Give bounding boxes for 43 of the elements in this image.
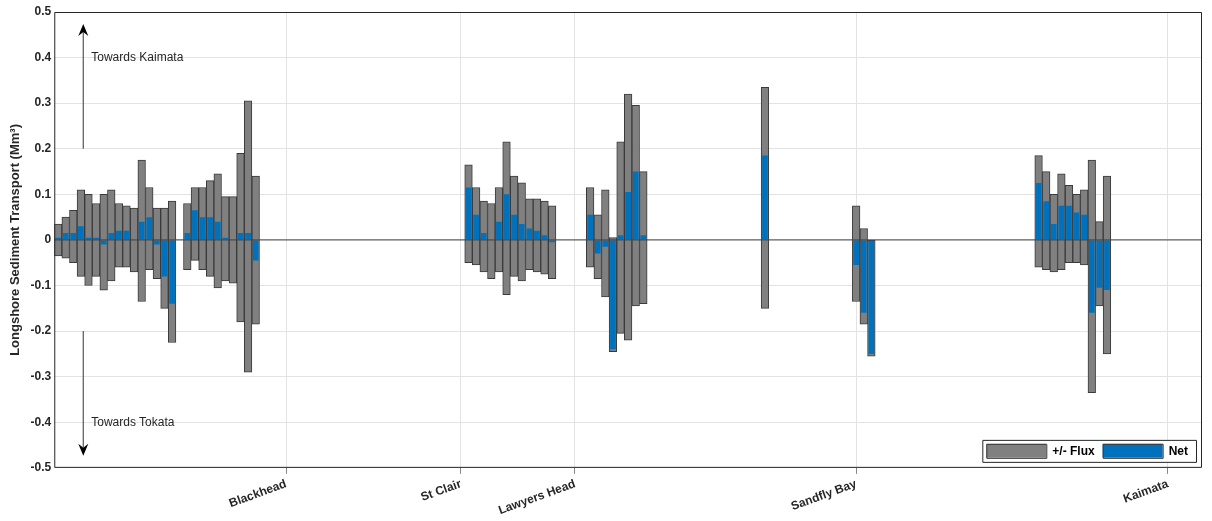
bar [853, 240, 860, 266]
bar [587, 214, 593, 240]
bar [108, 233, 115, 240]
bar [1104, 240, 1110, 291]
legend-label: Net [1168, 444, 1189, 459]
bar [534, 230, 540, 240]
y-tick-label: 0 [44, 232, 52, 247]
bar [1088, 240, 1095, 313]
y-tick-label: 0.5 [34, 4, 52, 19]
bar [116, 230, 122, 240]
bar [860, 240, 867, 313]
x-tick-label: Sandfly Bay [788, 476, 859, 514]
bar [1043, 201, 1050, 240]
y-tick-label: 0.3 [34, 95, 52, 110]
bar [496, 221, 502, 240]
bar [184, 233, 191, 240]
bar [169, 240, 175, 304]
y-tick-label: 0.2 [34, 141, 52, 156]
y-axis-title: Longshore Sediment Transport (Mm³) [7, 124, 23, 356]
y-tick-label: -0.5 [30, 460, 52, 475]
legend-label: +/- Flux [1052, 444, 1095, 459]
bar [762, 155, 768, 240]
bar [511, 214, 517, 240]
y-tick-label: 0.4 [34, 49, 52, 64]
bar [1050, 223, 1057, 240]
y-tick-label: -0.1 [30, 277, 52, 292]
bar [192, 210, 198, 240]
bar [207, 217, 213, 240]
y-tick-label: 0.1 [34, 186, 52, 201]
bar [625, 192, 631, 240]
annotation: Towards Tokata [91, 414, 175, 429]
bar [245, 233, 251, 240]
bar [473, 214, 479, 240]
y-tick-label: -0.2 [30, 323, 52, 338]
annotation: Towards Kaimata [91, 49, 184, 64]
bar [252, 240, 259, 261]
bar [1081, 214, 1088, 240]
y-tick-label: -0.4 [30, 414, 52, 429]
bar [78, 226, 84, 240]
bar [480, 233, 487, 240]
bar [1066, 205, 1072, 240]
y-tick-label: -0.3 [30, 369, 52, 383]
x-tick-label: St Clair [418, 476, 464, 504]
